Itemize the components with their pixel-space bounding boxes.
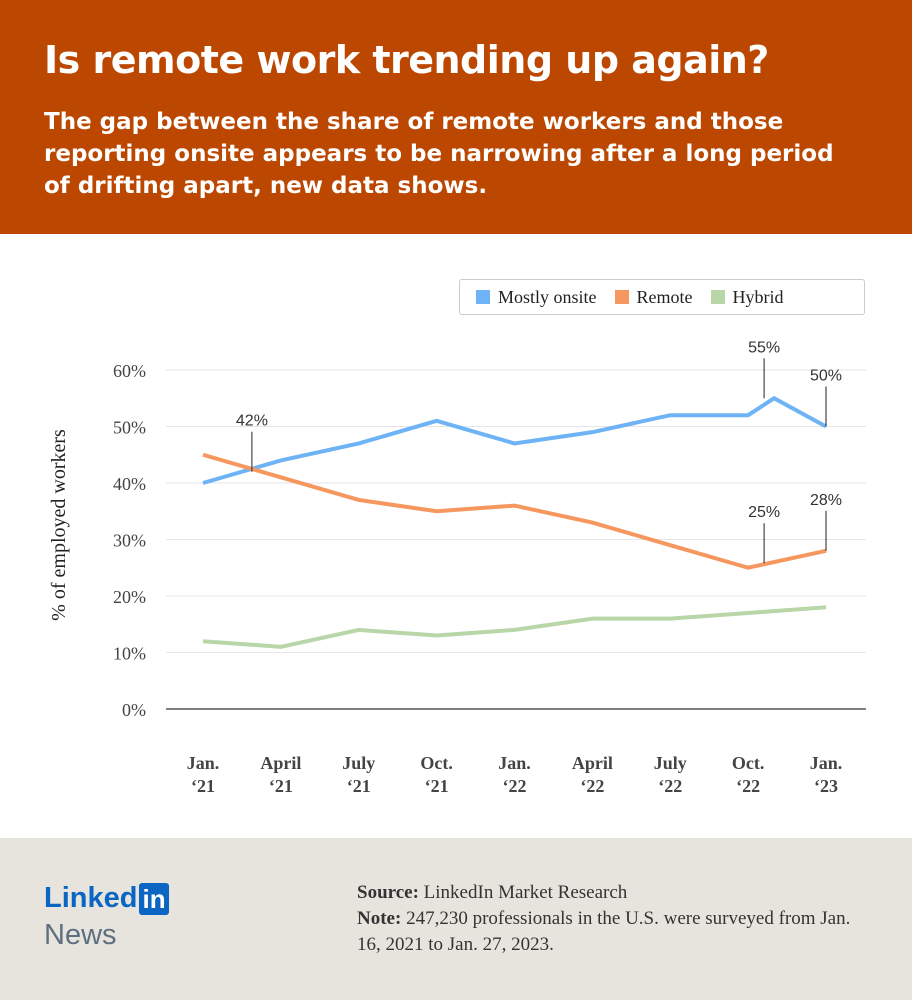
page-subtitle: The gap between the share of remote work… (44, 109, 834, 199)
news-label: News (44, 919, 117, 951)
annotation-label: 50% (810, 368, 842, 385)
x-tick-label: Jan. (187, 753, 220, 773)
legend-label: Remote (636, 286, 693, 307)
y-tick-label: 60% (113, 361, 146, 381)
series-line-remote (202, 452, 827, 570)
legend: Mostly onsite Remote Hybrid (459, 279, 865, 315)
x-tick-label: ‘22 (503, 776, 527, 796)
x-tick-label: ‘22 (736, 776, 760, 796)
legend-swatch (614, 290, 629, 304)
y-tick-label: 40% (113, 474, 146, 494)
legend-swatch (710, 290, 725, 304)
x-tick-label: July (654, 753, 687, 773)
x-tick-label: ‘21 (347, 776, 371, 796)
note-label: Note: (357, 908, 402, 929)
legend-label: Hybrid (732, 286, 784, 307)
page-title: Is remote work trending up again? (44, 38, 769, 82)
x-tick-label: ‘21 (425, 776, 449, 796)
x-tick-label: July (342, 753, 375, 773)
x-tick-label: Oct. (732, 753, 764, 773)
annotation-label: 42% (236, 413, 268, 430)
linkedin-news-logo: Linked in News (44, 882, 169, 952)
line-chart: 0% 10% 20% 30% 40% 50% 60% % of employed worker… (48, 339, 866, 796)
x-tick-label: ‘22 (658, 776, 682, 796)
y-tick-label: 0% (122, 700, 146, 720)
annotation-label: 25% (748, 504, 780, 521)
source-note: Source: LinkedIn Market Research Note: 2… (357, 880, 877, 958)
legend-swatch (476, 290, 490, 304)
y-tick-label: 50% (113, 418, 146, 438)
y-tick-label: 20% (113, 587, 146, 607)
x-tick-label: Jan. (498, 753, 531, 773)
x-tick-label: Oct. (420, 753, 452, 773)
legend-item-onsite: Mostly onsite (476, 287, 597, 308)
annotation-label: 28% (810, 492, 842, 509)
series-line-mostly-onsite (202, 395, 827, 485)
y-axis-label: % of employed workers (48, 429, 70, 621)
annotation-label: 55% (748, 339, 780, 356)
y-tick-label: 30% (113, 531, 146, 551)
source-label: Source: (357, 882, 419, 903)
y-tick-label: 10% (113, 644, 146, 664)
x-tick-label: ‘21 (269, 776, 293, 796)
series-line-hybrid (202, 605, 827, 649)
x-tick-label: April (572, 753, 613, 773)
x-tick-label: Jan. (810, 753, 843, 773)
source-text: LinkedIn Market Research (423, 882, 628, 903)
header: Is remote work trending up again? The ga… (0, 0, 912, 234)
note-text: 247,230 professionals in the U.S. were s… (357, 908, 851, 955)
legend-item-remote: Remote (614, 286, 693, 308)
x-tick-label: ‘23 (814, 776, 838, 796)
legend-label: Mostly onsite (498, 286, 597, 307)
x-tick-label: ‘21 (191, 776, 215, 796)
legend-item-hybrid: Hybrid (710, 286, 784, 308)
x-tick-label: April (260, 753, 301, 773)
footer (0, 838, 912, 1000)
x-tick-label: ‘22 (580, 776, 604, 796)
